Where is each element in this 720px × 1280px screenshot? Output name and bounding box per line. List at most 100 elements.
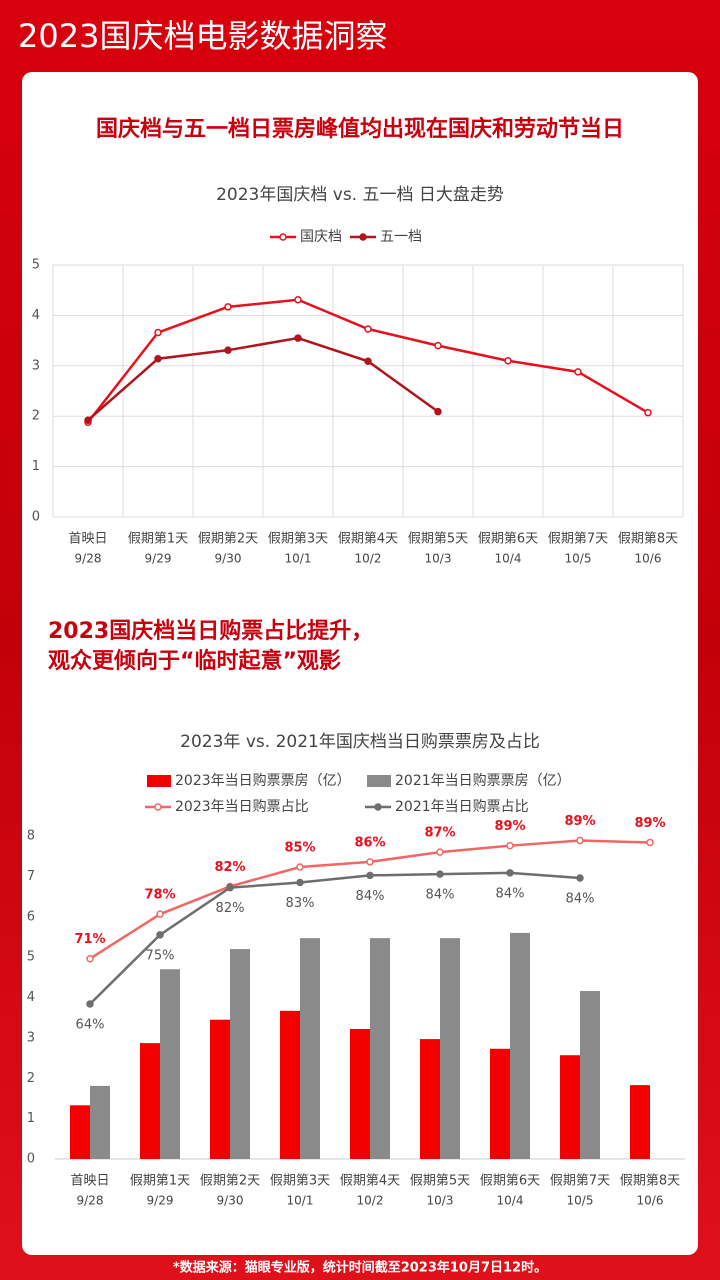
y-tick-label: 5 [27,950,35,965]
marker [574,368,582,376]
bar [90,1085,110,1159]
x-tick-sublabel: 10/6 [635,552,662,566]
x-tick-label: 假期第7天 [548,532,608,547]
y-tick-label: 7 [27,869,35,884]
marker [506,841,514,850]
x-tick-sublabel: 10/3 [427,1194,454,1208]
marker [434,407,442,416]
y-tick-label: 0 [27,1152,35,1167]
x-tick-label: 假期第8天 [620,1174,680,1189]
marker [296,878,304,887]
bar [280,1010,300,1159]
legend-marker [374,803,382,811]
x-tick-sublabel: 9/29 [145,552,172,566]
x-tick-label: 假期第3天 [268,532,328,547]
value-label: 87% [424,826,455,841]
value-label: 85% [284,841,315,856]
legend-label: 2021年当日购票票房（亿） [395,773,571,789]
bar [370,938,390,1159]
y-tick-label: 3 [32,358,40,373]
legend-label: 国庆档 [300,229,342,245]
x-tick-sublabel: 10/6 [637,1194,664,1208]
marker [294,334,302,342]
footnote: *数据来源：猫眼专业版，统计时间截至2023年10月7日12时。 [173,1260,547,1276]
legend-label: 2021年当日购票占比 [395,799,529,815]
x-tick-sublabel: 9/28 [75,552,102,566]
bar [300,938,320,1159]
bar [490,1048,510,1159]
line [87,336,439,422]
bar [420,1039,440,1159]
x-tick-sublabel: 10/2 [357,1194,384,1208]
heading: 2023国庆档当日购票占比提升， [48,618,373,644]
value-label: 84% [356,889,385,904]
bar [350,1028,370,1159]
bar [160,969,180,1159]
x-tick-sublabel: 10/4 [495,552,522,566]
value-label: 75% [146,948,175,963]
marker [224,303,232,311]
x-tick-sublabel: 9/30 [217,1194,244,1208]
marker [434,341,442,350]
value-label: 64% [76,1017,105,1032]
value-label: 89% [564,814,595,829]
marker [154,354,162,363]
marker [576,874,584,882]
x-tick-label: 假期第4天 [338,532,398,547]
marker [436,870,444,878]
y-tick-label: 1 [32,459,40,474]
x-tick-sublabel: 10/1 [285,552,312,566]
chart-title: 2023年国庆档 vs. 五一档 日大盘走势 [216,185,504,205]
x-tick-label: 首映日 [68,532,107,547]
bar [560,1055,580,1159]
marker [504,357,512,365]
marker [436,848,444,856]
heading: 国庆档与五一档日票房峰值均出现在国庆和劳动节当日 [96,116,624,142]
x-tick-label: 假期第2天 [200,1174,260,1189]
x-tick-label: 假期第3天 [270,1174,330,1189]
marker [86,954,94,963]
marker [364,357,372,366]
x-tick-label: 假期第2天 [198,532,258,547]
legend-marker [154,803,162,811]
value-label: 78% [144,888,175,903]
x-tick-sublabel: 9/29 [147,1194,174,1208]
y-tick-label: 3 [27,1030,35,1045]
value-label: 84% [496,886,525,901]
y-tick-label: 4 [32,308,40,323]
x-tick-sublabel: 10/5 [567,1194,594,1208]
marker [156,910,164,918]
marker [646,838,654,847]
legend-label: 2023年当日购票票房（亿） [175,773,351,789]
marker [576,836,584,845]
x-tick-label: 假期第8天 [618,532,678,547]
value-label: 83% [286,896,315,911]
value-label: 86% [354,835,385,850]
x-tick-sublabel: 10/1 [287,1194,314,1208]
y-tick-label: 6 [27,909,35,924]
value-label: 89% [494,819,525,834]
value-label: 82% [216,901,245,916]
marker [644,408,652,417]
y-tick-label: 2 [27,1071,35,1086]
marker [294,296,302,304]
x-tick-label: 假期第5天 [408,532,468,547]
legend-swatch [367,775,391,787]
x-tick-sublabel: 10/2 [355,552,382,566]
legend-marker [359,233,367,241]
marker [506,869,514,877]
bar [440,938,460,1159]
chart-title: 2023年 vs. 2021年国庆档当日购票票房及占比 [180,732,540,752]
x-tick-label: 假期第6天 [478,532,538,547]
y-tick-label: 8 [27,829,35,844]
page-title: 2023国庆档电影数据洞察 [18,17,387,55]
line [89,871,581,1005]
bar [140,1043,160,1159]
x-tick-label: 假期第5天 [410,1174,470,1189]
legend-label: 五一档 [380,229,422,245]
y-tick-label: 5 [32,258,40,273]
value-label: 84% [426,888,455,903]
heading: 观众更倾向于“临时起意”观影 [48,648,341,674]
